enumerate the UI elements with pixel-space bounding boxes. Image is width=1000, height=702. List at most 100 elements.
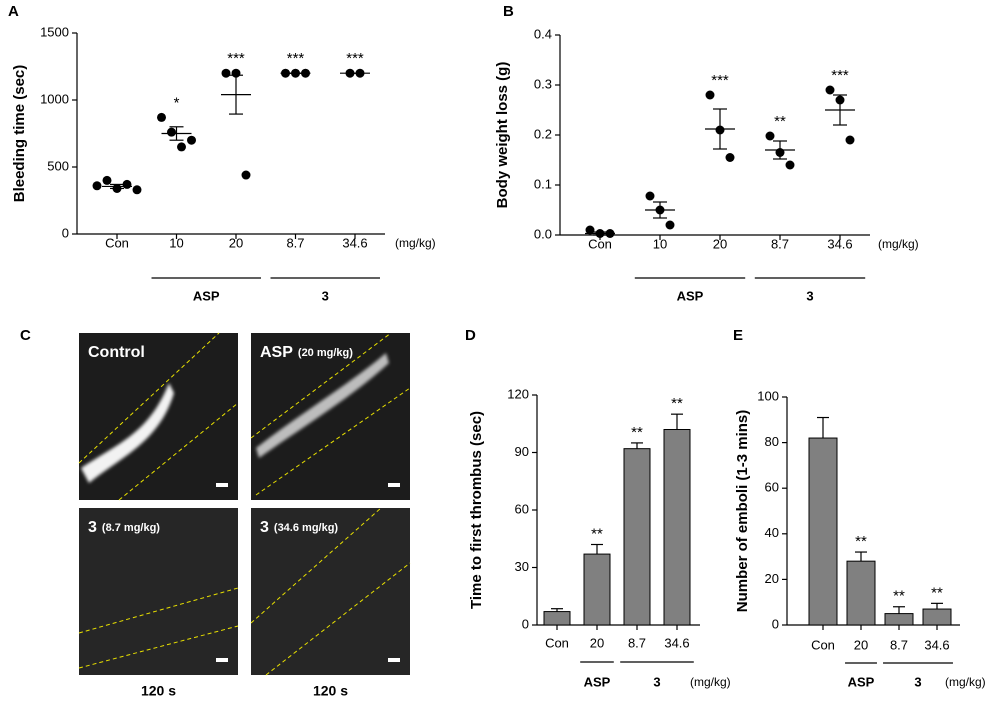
y-tick-label: 60 [765, 480, 779, 495]
dot [177, 142, 186, 152]
dot [221, 68, 231, 78]
thrombus [81, 383, 174, 483]
group-label: ASP [848, 674, 875, 689]
scale-bar [388, 483, 400, 487]
group-label: 3 [322, 288, 329, 303]
caption: 120 s [313, 683, 348, 699]
y-tick-label: 90 [515, 444, 529, 459]
vessel-edge [265, 562, 411, 676]
group-label: 3 [653, 674, 660, 689]
x-tick-label: 20 [854, 637, 868, 652]
y-tick-label: 0.0 [534, 226, 552, 241]
significance: *** [227, 50, 245, 67]
dot [585, 225, 595, 235]
group-label: ASP [677, 288, 704, 303]
significance: ** [631, 424, 643, 441]
x-tick-label: 34.6 [827, 236, 852, 251]
vessel-edge [78, 332, 220, 464]
y-tick-label: 500 [47, 158, 69, 173]
image-title: Control [88, 344, 145, 361]
bar [846, 560, 876, 626]
dot [241, 170, 251, 180]
y-tick-label: 20 [765, 571, 779, 586]
x-tick-label: Con [811, 637, 835, 652]
x-tick-label: 34.6 [924, 637, 949, 652]
significance: *** [287, 50, 305, 67]
y-tick-label: 40 [765, 525, 779, 540]
x-tick-label: 34.6 [664, 635, 689, 650]
y-axis-label: Body weight loss (g) [494, 62, 511, 209]
unit-label: (mg/kg) [690, 675, 731, 689]
image-title: 3 [88, 519, 97, 536]
bar [623, 448, 651, 626]
significance: ** [893, 588, 905, 605]
significance: ** [855, 533, 867, 550]
x-tick-label: 10 [169, 235, 183, 250]
dot [725, 153, 735, 162]
unit-label: (mg/kg) [395, 236, 436, 250]
x-tick-label: Con [588, 236, 612, 251]
x-tick-label: 8.7 [628, 635, 646, 650]
image-title: 3 [260, 519, 269, 536]
dot [645, 191, 655, 201]
image-label: 3 (34.6 mg/kg) [260, 519, 338, 536]
panel-letter: C [20, 327, 31, 344]
bar [808, 437, 838, 626]
significance: ** [931, 584, 943, 601]
y-tick-label: 100 [757, 388, 779, 403]
y-tick-label: 120 [507, 386, 529, 401]
group-label: ASP [584, 674, 611, 689]
y-tick-label: 0.1 [534, 176, 552, 191]
dot [157, 112, 166, 122]
dot [705, 90, 715, 100]
y-axis-label: Number of emboli (1-3 mins) [734, 410, 751, 613]
y-axis-label: Bleeding time (sec) [11, 65, 28, 203]
bar [543, 611, 571, 626]
x-tick-label: 20 [229, 235, 243, 250]
panel-letter: E [733, 327, 743, 344]
image-label: ASP (20 mg/kg) [260, 344, 353, 361]
dot [785, 160, 795, 170]
significance: ** [591, 525, 603, 542]
y-tick-label: 1500 [40, 24, 69, 39]
vessel-edge [255, 387, 411, 496]
bar [922, 608, 952, 626]
y-tick-label: 80 [765, 434, 779, 449]
scale-bar [216, 658, 228, 662]
scale-bar [388, 658, 400, 662]
y-tick-label: 0.3 [534, 76, 552, 91]
y-tick-label: 0.2 [534, 126, 552, 141]
panel-letter: D [465, 327, 476, 344]
micrograph [79, 508, 238, 675]
panel-c: C Control ASP (20 mg/kg) 3 (8.7 mg/kg) 3 (34.6… [20, 327, 411, 699]
vessel-edge [118, 402, 239, 501]
group-label: ASP [193, 288, 220, 303]
x-tick-label: 20 [590, 635, 604, 650]
y-tick-label: 0 [522, 616, 529, 631]
vessel-edge [250, 332, 392, 439]
y-tick-label: 30 [515, 559, 529, 574]
thrombus [256, 353, 389, 458]
image-label: Control [88, 344, 145, 361]
dot [132, 185, 142, 195]
significance: *** [831, 67, 849, 84]
y-axis-label: Time to first thrombus (sec) [468, 411, 485, 609]
dot [167, 127, 176, 137]
image-dose: (20 mg/kg) [298, 347, 353, 359]
x-tick-label: 8.7 [286, 235, 304, 250]
image-label: 3 (8.7 mg/kg) [88, 519, 160, 536]
dot [765, 131, 775, 141]
y-tick-label: 0.4 [534, 26, 552, 41]
significance: * [174, 94, 180, 111]
x-tick-label: 8.7 [771, 236, 789, 251]
significance: ** [671, 395, 683, 412]
unit-label: (mg/kg) [945, 675, 986, 689]
vessel-edge [250, 507, 382, 624]
group-label: 3 [806, 288, 813, 303]
unit-label: (mg/kg) [878, 237, 919, 251]
x-tick-label: 34.6 [342, 235, 367, 250]
significance: ** [774, 113, 786, 130]
dot [92, 181, 102, 191]
group-label: 3 [914, 674, 921, 689]
significance: *** [346, 50, 364, 67]
